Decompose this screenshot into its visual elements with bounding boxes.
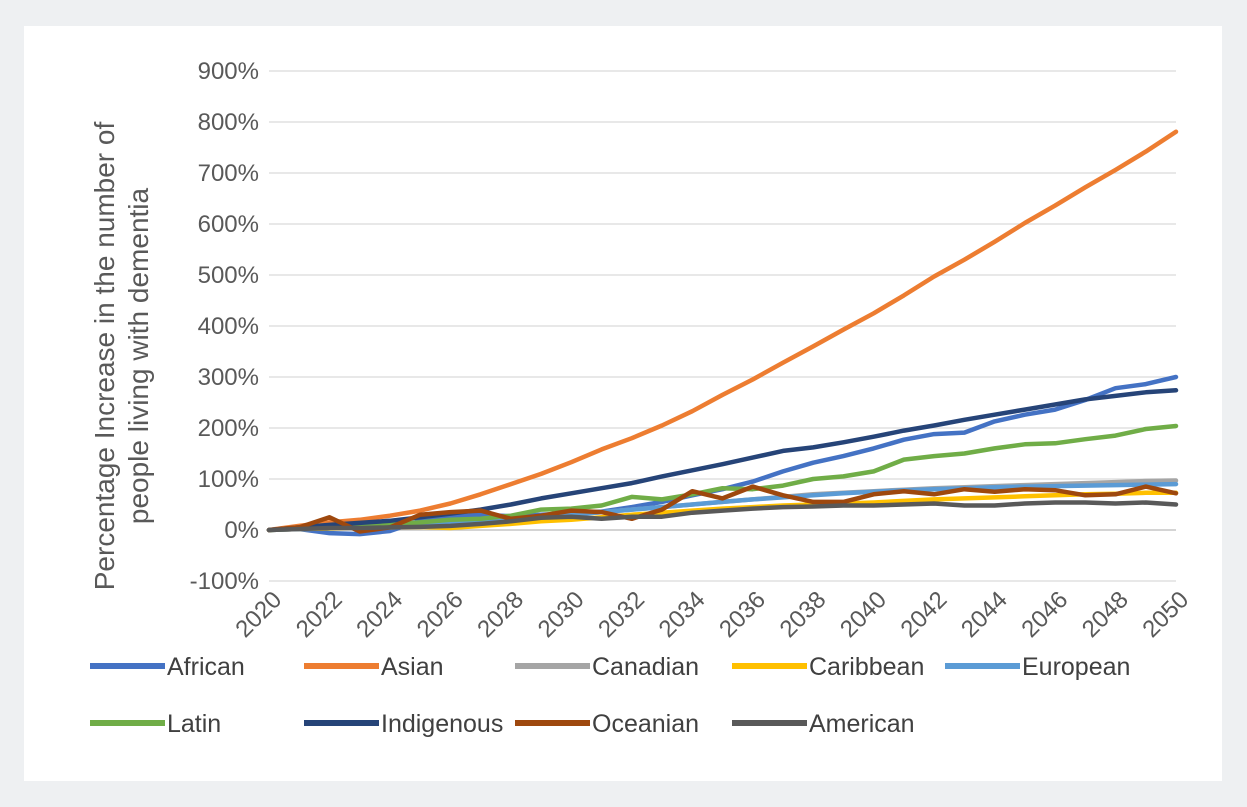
x-tick-label: 2042 [896,586,953,643]
x-tick-label: 2032 [593,586,650,643]
series-line-oceanian [266,484,1179,534]
series-line-asian [266,129,1179,533]
series-lines [266,129,1179,537]
x-tick-label: 2038 [775,586,832,643]
series-line-american [266,500,1179,533]
legend-label-american: American [809,710,915,738]
legend-label-latin: Latin [167,710,221,738]
x-tick-label: 2044 [956,586,1013,643]
y-tick-label: 400% [198,313,259,340]
series-line-latin [266,423,1179,533]
x-axis-ticks: 2020 2022 2024 2026 2028 2030 2032 2034 2036 2038… [230,586,1194,643]
x-tick-label: 2030 [533,586,590,643]
x-tick-label: 2034 [654,586,711,643]
legend-label-european: European [1022,653,1130,681]
y-tick-label: 100% [198,466,259,493]
legend-label-caribbean: Caribbean [809,653,924,681]
chart-panel: -100% 0% 100% 200% 300% 400% 500% 600% 700% 800% 9… [24,26,1222,781]
y-tick-label: 200% [198,415,259,442]
y-axis-title-line2: people living with dementia [123,187,154,524]
legend: African Asian Canadian Caribbean European Lat… [90,653,1130,738]
line-chart: -100% 0% 100% 200% 300% 400% 500% 600% 700% 800% 9… [89,58,1194,738]
y-tick-label: 800% [198,109,259,136]
y-tick-label: 500% [198,262,259,289]
x-tick-label: 2036 [714,586,771,643]
x-tick-label: 2022 [291,586,348,643]
series-line-indigenous [266,388,1179,533]
y-tick-label: 0% [224,517,259,544]
legend-label-indigenous: Indigenous [381,710,503,738]
y-axis-ticks: -100% 0% 100% 200% 300% 400% 500% 600% 700% 800% 9… [190,58,259,595]
x-tick-label: 2026 [412,586,469,643]
y-tick-label: 700% [198,160,259,187]
x-tick-label: 2046 [1016,586,1073,643]
legend-label-canadian: Canadian [592,653,699,681]
y-tick-label: -100% [190,568,259,595]
y-tick-label: 600% [198,211,259,238]
x-tick-label: 2040 [835,586,892,643]
x-tick-label: 2028 [472,586,529,643]
gridlines [269,70,1176,582]
legend-label-oceanian: Oceanian [592,710,699,738]
legend-label-african: African [167,653,245,681]
legend-label-asian: Asian [381,653,444,681]
x-tick-label: 2048 [1077,586,1134,643]
x-tick-label: 2050 [1137,586,1194,643]
x-tick-label: 2024 [351,586,408,643]
y-tick-label: 300% [198,364,259,391]
y-tick-label: 900% [198,58,259,85]
y-axis-title-line1: Percentage Increase in the number of [89,122,120,591]
